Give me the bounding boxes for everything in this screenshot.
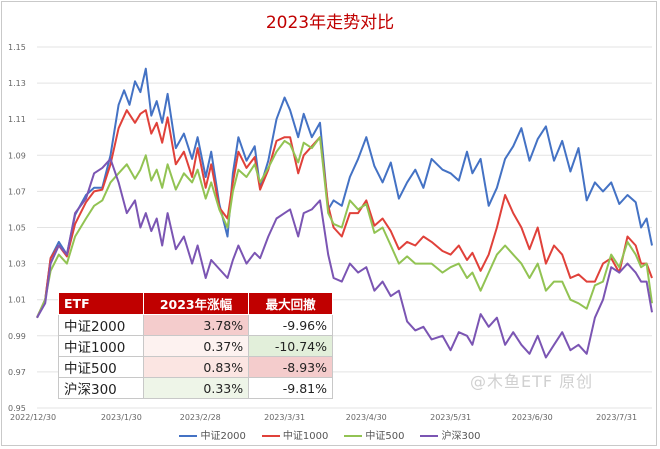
series-lines	[36, 67, 653, 359]
x-tick-label: 2023/5/31	[430, 413, 471, 422]
series-line	[36, 136, 653, 319]
y-tick-label: 1.15	[8, 43, 26, 52]
header-gain: 2023年涨幅	[142, 292, 250, 315]
row-drawdown: -9.96%	[248, 314, 333, 336]
legend-label: 中证1000	[282, 431, 329, 442]
watermark: @木鱼ETF 原创	[470, 372, 594, 391]
legend-item: 中证500	[344, 427, 404, 442]
x-axis-ticks: 2022/12/30 2023/1/30 2023/2/28 2023/3/31 202…	[10, 413, 637, 422]
chart-legend: 中证2000 中证1000 中证500 沪深300	[2, 427, 658, 442]
x-tick-label: 2023/4/30	[346, 413, 387, 422]
y-tick-label: 1.09	[8, 151, 26, 160]
x-tick-label: 2023/3/31	[264, 413, 305, 422]
row-name: 沪深300	[58, 377, 144, 399]
stats-table: ETF 2023年涨幅 最大回撤 中证2000 3.78% -9.96% 中证1…	[58, 292, 333, 399]
row-name: 中证1000	[58, 335, 144, 357]
legend-swatch	[261, 435, 280, 437]
series-line	[36, 67, 653, 319]
chart-title: 2023年走势对比	[265, 13, 395, 33]
row-gain: 0.37%	[142, 335, 250, 357]
x-tick-label: 2022/12/30	[10, 413, 56, 422]
table-row: 中证500 0.83% -8.93%	[58, 356, 333, 378]
legend-item: 中证1000	[261, 427, 329, 442]
legend-swatch	[344, 435, 363, 437]
row-drawdown: -10.74%	[248, 335, 333, 357]
y-tick-label: 1.13	[8, 79, 26, 88]
y-tick-label: 1.01	[8, 296, 26, 305]
row-drawdown: -8.93%	[248, 356, 333, 378]
y-tick-label: 1.07	[8, 187, 26, 196]
header-drawdown: 最大回撤	[248, 292, 333, 315]
legend-item: 沪深300	[420, 427, 481, 442]
table-row: 中证1000 0.37% -10.74%	[58, 335, 333, 357]
row-gain: 0.83%	[142, 356, 250, 378]
y-tick-label: 1.05	[8, 224, 26, 233]
grid-lines	[37, 46, 652, 409]
series-line	[36, 157, 653, 359]
legend-label: 沪深300	[441, 431, 481, 442]
legend-swatch	[179, 435, 198, 437]
series-line	[36, 109, 653, 319]
y-tick-label: 1.03	[8, 260, 26, 269]
table-row: 中证2000 3.78% -9.96%	[58, 314, 333, 336]
row-gain: 0.33%	[142, 377, 250, 399]
y-axis-ticks: 0.95 0.97 0.99 1.01 1.03 1.05 1.07 1.09 1.11 1.13…	[8, 43, 26, 413]
y-tick-label: 1.11	[8, 115, 26, 124]
y-tick-label: 0.97	[8, 368, 26, 377]
y-tick-label: 0.99	[8, 332, 26, 341]
row-gain: 3.78%	[142, 314, 250, 336]
row-name: 中证2000	[58, 314, 144, 336]
row-name: 中证500	[58, 356, 144, 378]
row-drawdown: -9.81%	[248, 377, 333, 399]
header-etf: ETF	[58, 292, 144, 315]
x-tick-label: 2023/6/30	[512, 413, 553, 422]
y-tick-label: 0.95	[8, 404, 26, 413]
legend-item: 中证2000	[179, 427, 246, 442]
x-tick-label: 2023/2/28	[180, 413, 221, 422]
legend-swatch	[420, 435, 439, 437]
x-tick-label: 2023/1/30	[101, 413, 142, 422]
x-tick-label: 2023/7/31	[596, 413, 637, 422]
table-row: 沪深300 0.33% -9.81%	[58, 377, 333, 399]
legend-label: 中证2000	[200, 431, 246, 442]
legend-label: 中证500	[365, 431, 405, 442]
